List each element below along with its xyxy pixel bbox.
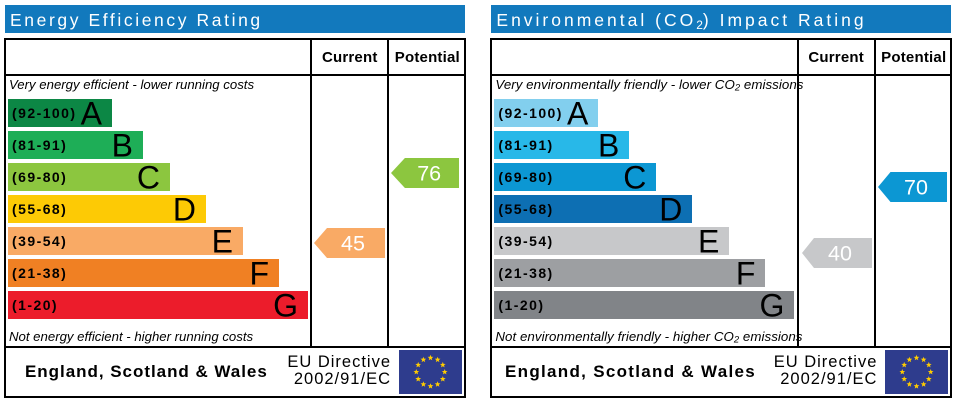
svg-text:45: 45 <box>341 232 365 256</box>
svg-text:70: 70 <box>904 175 928 199</box>
svg-text:40: 40 <box>828 241 852 265</box>
svg-text:76: 76 <box>417 161 441 185</box>
